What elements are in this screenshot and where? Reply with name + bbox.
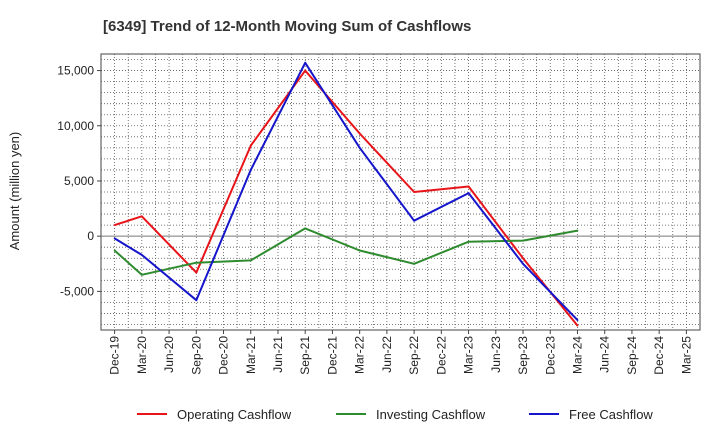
free-cashflow-point <box>113 237 116 240</box>
investing-cashflow-point <box>304 227 307 230</box>
x-tick-label: Sep-21 <box>298 336 312 375</box>
x-tick-label: Dec-19 <box>108 336 122 375</box>
x-tick-label: Mar-25 <box>679 336 693 374</box>
x-tick-label: Mar-20 <box>135 336 149 374</box>
operating-cashflow-point <box>576 324 579 327</box>
investing-cashflow-point <box>358 249 361 252</box>
free-cashflow-point <box>522 262 524 265</box>
investing-cashflow-point <box>576 229 579 232</box>
operating-cashflow-line <box>114 69 579 327</box>
legend-label-operating-cashflow: Operating Cashflow <box>177 407 292 422</box>
x-tick-label: Jun-22 <box>380 336 394 373</box>
x-tick-label: Dec-24 <box>652 336 666 375</box>
y-tick-label: 15,000 <box>57 64 94 78</box>
free-cashflow-point <box>358 146 361 149</box>
investing-cashflow-point <box>113 249 116 252</box>
x-tick-label: Sep-24 <box>625 336 639 375</box>
x-tick-label: Mar-21 <box>244 336 258 374</box>
operating-cashflow-point <box>304 69 307 72</box>
x-tick-label: Mar-23 <box>462 336 476 374</box>
x-tick-label: Dec-21 <box>325 336 339 375</box>
free-cashflow-line <box>114 61 579 321</box>
investing-cashflow-point <box>249 259 252 262</box>
x-tick-label: Sep-22 <box>407 336 421 375</box>
free-cashflow-point <box>304 61 307 64</box>
operating-cashflow-point <box>113 224 116 227</box>
axes: -5,000 0 5,000 10,000 15,000 Dec-19 Mar-20 Jun-… <box>57 64 693 375</box>
operating-cashflow-point <box>140 215 143 218</box>
legend-label-investing-cashflow: Investing Cashflow <box>376 407 486 422</box>
grid <box>100 53 701 331</box>
legend-label-free-cashflow: Free Cashflow <box>569 407 653 422</box>
x-tick-label: Dec-23 <box>543 336 557 375</box>
investing-cashflow-line <box>113 227 578 276</box>
x-tick-label: Jun-21 <box>271 336 285 373</box>
free-cashflow-point <box>249 169 252 171</box>
x-tick-label: Jun-20 <box>162 336 176 373</box>
free-cashflow-point <box>576 319 579 321</box>
x-tick-label: Jun-24 <box>598 336 612 373</box>
investing-cashflow-point <box>195 261 198 264</box>
investing-cashflow-point <box>522 239 524 242</box>
legend: Operating Cashflow Investing Cashflow Free… <box>137 407 653 422</box>
investing-cashflow-point <box>467 240 470 243</box>
x-tick-label: Sep-20 <box>189 336 203 375</box>
operating-cashflow-point <box>522 257 524 260</box>
operating-cashflow-point <box>358 132 361 135</box>
y-tick-label: 10,000 <box>57 119 94 133</box>
investing-cashflow-point <box>140 273 143 276</box>
y-tick-label: 0 <box>87 229 94 243</box>
x-tick-label: Mar-22 <box>353 336 367 374</box>
investing-cashflow-point <box>413 262 416 265</box>
operating-cashflow-point <box>413 191 416 193</box>
operating-cashflow-point <box>249 144 252 147</box>
free-cashflow-point <box>413 219 416 222</box>
x-tick-label: Jun-23 <box>489 336 503 373</box>
x-tick-label: Dec-20 <box>217 336 231 375</box>
series-lines <box>113 61 579 327</box>
free-cashflow-point <box>195 299 198 302</box>
x-tick-label: Mar-24 <box>570 336 584 374</box>
y-tick-label: -5,000 <box>60 284 94 298</box>
free-cashflow-point <box>140 254 143 256</box>
free-cashflow-point <box>467 192 470 195</box>
chart-title: [6349] Trend of 12-Month Moving Sum of C… <box>103 18 471 35</box>
x-tick-label: Sep-23 <box>516 336 530 375</box>
y-axis-title: Amount (million yen) <box>7 132 22 251</box>
operating-cashflow-point <box>467 185 470 188</box>
x-tick-label: Dec-22 <box>434 336 448 375</box>
y-tick-label: 5,000 <box>64 174 94 188</box>
operating-cashflow-point <box>195 271 198 274</box>
